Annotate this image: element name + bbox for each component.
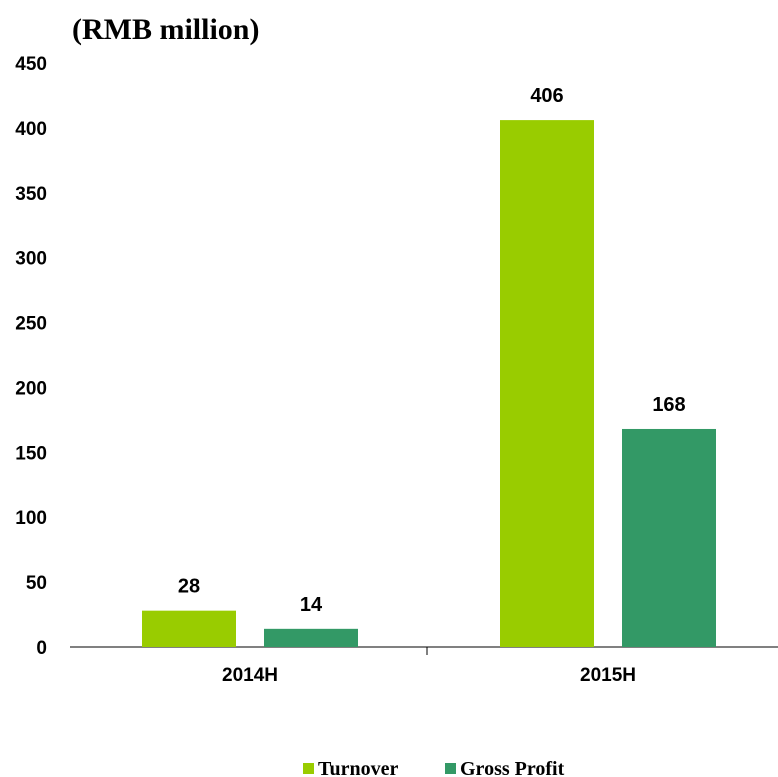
y-tick-label: 200 bbox=[15, 378, 47, 399]
y-tick-label: 300 bbox=[15, 249, 47, 270]
data-label: 14 bbox=[300, 594, 323, 616]
x-axis-category-labels: 2014H 2015H bbox=[222, 665, 636, 686]
legend-swatch-gross-profit bbox=[445, 763, 456, 774]
data-label: 28 bbox=[178, 576, 200, 598]
bar-turnover-2015h bbox=[500, 120, 594, 647]
unit-label: (RMB million) bbox=[72, 13, 260, 46]
y-tick-label: 350 bbox=[15, 184, 47, 205]
y-tick-label: 0 bbox=[36, 638, 47, 659]
bars-group: 28 14 406 168 bbox=[142, 85, 716, 647]
data-label: 168 bbox=[652, 394, 685, 416]
legend: Turnover Gross Profit bbox=[303, 758, 565, 777]
y-tick-label: 400 bbox=[15, 119, 47, 140]
y-tick-label: 450 bbox=[15, 54, 47, 75]
y-tick-label: 250 bbox=[15, 314, 47, 335]
legend-label: Gross Profit bbox=[460, 758, 565, 777]
bar-turnover-2014h bbox=[142, 610, 236, 647]
bar-gross-profit-2014h bbox=[264, 628, 358, 647]
legend-label: Turnover bbox=[318, 758, 399, 777]
y-tick-label: 100 bbox=[15, 508, 47, 529]
x-category-label: 2014H bbox=[222, 665, 278, 686]
y-tick-label: 50 bbox=[26, 573, 47, 594]
y-tick-label: 150 bbox=[15, 443, 47, 464]
legend-swatch-turnover bbox=[303, 763, 314, 774]
data-label: 406 bbox=[530, 85, 563, 107]
y-axis-ticks: 0 50 100 150 200 250 300 350 400 450 bbox=[15, 54, 47, 659]
x-category-label: 2015H bbox=[580, 665, 636, 686]
bar-gross-profit-2015h bbox=[622, 428, 716, 647]
